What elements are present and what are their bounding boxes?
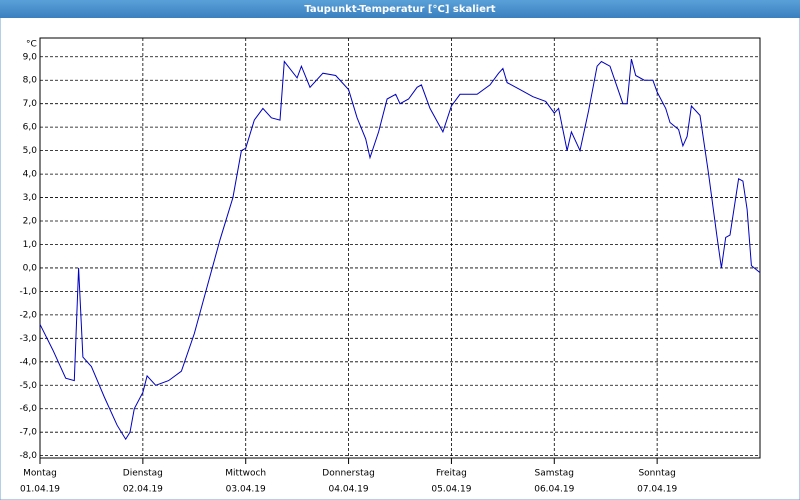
x-tick-label: Donnerstag: [322, 469, 375, 479]
y-tick-label: 9,0: [23, 52, 38, 62]
x-tick-label: Sonntag: [638, 469, 675, 479]
x-tick-label: Montag: [23, 469, 57, 479]
y-tick-label: 7,0: [23, 99, 38, 109]
y-tick-label: -3,0: [19, 334, 37, 344]
y-tick-label: -4,0: [19, 357, 37, 367]
x-tick-date: 01.04.19: [20, 485, 60, 495]
chart-title: Taupunkt-Temperatur [°C] skaliert: [304, 4, 495, 15]
y-tick-label: -5,0: [19, 381, 37, 391]
data-line: [39, 58, 761, 441]
plot-frame: [39, 37, 761, 459]
y-tick-label: 5,0: [23, 146, 38, 156]
x-tick-date: 05.04.19: [431, 485, 471, 495]
y-tick-label: -7,0: [19, 428, 37, 438]
x-tick-label: Dienstag: [123, 469, 163, 479]
y-tick-label: -1,0: [19, 287, 37, 297]
y-tick-label: -2,0: [19, 310, 37, 320]
x-tick-date: 02.04.19: [123, 485, 163, 495]
y-tick-label: 8,0: [23, 76, 38, 86]
y-tick-label: -6,0: [19, 404, 37, 414]
x-tick-label: Samstag: [535, 469, 574, 479]
y-tick-label: 0,0: [23, 263, 38, 273]
y-tick-label: 4,0: [23, 170, 38, 180]
x-tick-date: 03.04.19: [226, 485, 266, 495]
y-tick-label: -8,0: [19, 451, 37, 461]
y-tick-label: 2,0: [23, 217, 38, 227]
x-tick-date: 04.04.19: [329, 485, 369, 495]
y-tick-label: 1,0: [23, 240, 38, 250]
title-bar: [0, 0, 800, 18]
x-tick-date: 06.04.19: [534, 485, 574, 495]
x-tick-label: Freitag: [436, 469, 467, 479]
y-tick-label: 3,0: [23, 193, 38, 203]
y-tick-label: 6,0: [23, 123, 38, 133]
x-tick-date: 07.04.19: [637, 485, 677, 495]
x-tick-label: Mittwoch: [225, 469, 266, 479]
y-unit: °C: [26, 40, 37, 50]
